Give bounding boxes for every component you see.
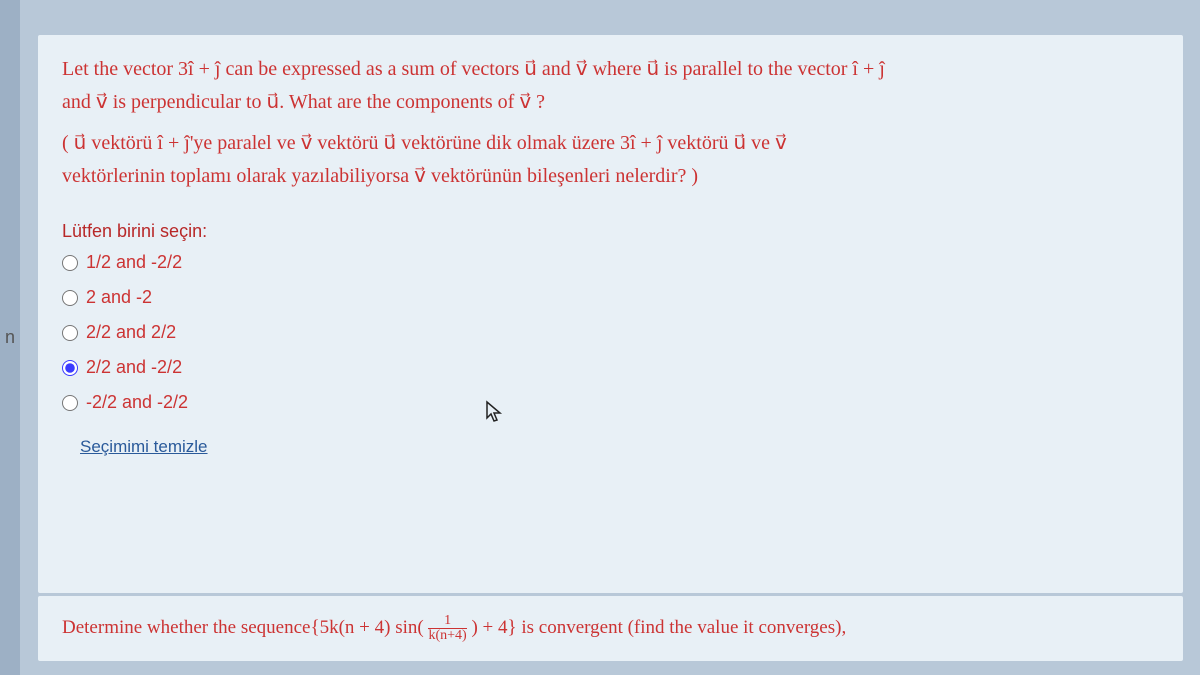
next-question-prefix: Determine whether the sequence{5k(n + 4)… (62, 617, 424, 638)
question-tr-line2: vektörlerinin toplamı olarak yazılabiliy… (62, 160, 1159, 193)
option-2-label: 2 and -2 (86, 287, 152, 308)
question-en-line1: Let the vector 3î + ĵ can be expressed a… (62, 53, 1159, 86)
option-1-label: 1/2 and -2/2 (86, 252, 182, 273)
option-5-label: -2/2 and -2/2 (86, 392, 188, 413)
option-3-label: 2/2 and 2/2 (86, 322, 176, 343)
fraction-denominator: k(n+4) (428, 628, 466, 643)
left-edge-label: n (5, 327, 15, 348)
question-card: Let the vector 3î + ĵ can be expressed a… (38, 35, 1183, 593)
fraction-numerator: 1 (428, 614, 466, 628)
question-tr-line1: ( u⃗ vektörü î + ĵ'ye paralel ve v⃗ vekt… (62, 127, 1159, 160)
choice-prompt: Lütfen birini seçin: (62, 221, 1159, 242)
option-2[interactable]: 2 and -2 (62, 287, 1159, 308)
options-group: 1/2 and -2/2 2 and -2 2/2 and 2/2 2/2 an… (62, 252, 1159, 413)
option-5[interactable]: -2/2 and -2/2 (62, 392, 1159, 413)
left-panel-edge: n (0, 0, 20, 675)
question-en-line2: and v⃗ is perpendicular to u⃗. What are … (62, 86, 1159, 119)
clear-selection-link[interactable]: Seçimimi temizle (80, 437, 208, 457)
option-3-radio[interactable] (62, 325, 78, 341)
option-3[interactable]: 2/2 and 2/2 (62, 322, 1159, 343)
option-2-radio[interactable] (62, 290, 78, 306)
question-text-block: Let the vector 3î + ĵ can be expressed a… (62, 53, 1159, 193)
option-4[interactable]: 2/2 and -2/2 (62, 357, 1159, 378)
fraction: 1 k(n+4) (428, 614, 466, 643)
option-5-radio[interactable] (62, 395, 78, 411)
option-4-label: 2/2 and -2/2 (86, 357, 182, 378)
next-question-card: Determine whether the sequence{5k(n + 4)… (38, 596, 1183, 661)
option-1-radio[interactable] (62, 255, 78, 271)
option-1[interactable]: 1/2 and -2/2 (62, 252, 1159, 273)
next-question-suffix: ) + 4} is convergent (find the value it … (471, 617, 846, 638)
option-4-radio[interactable] (62, 360, 78, 376)
